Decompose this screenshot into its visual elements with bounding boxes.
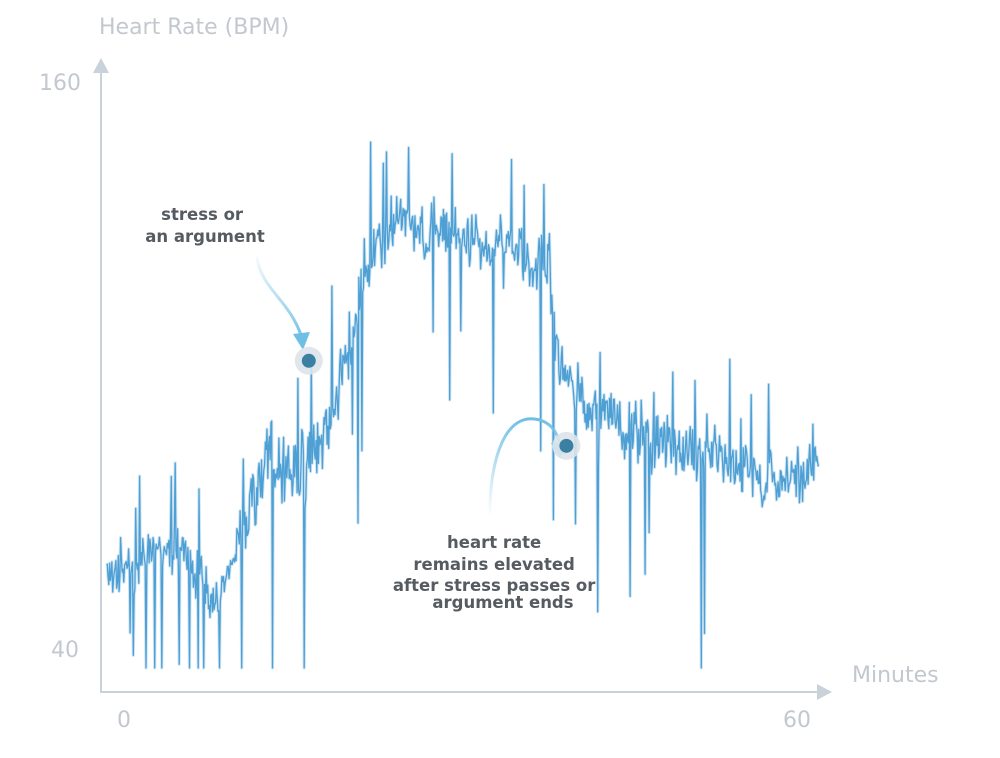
y-axis-arrow [93,58,109,73]
axes [93,58,832,700]
annotation-marker-stress [294,346,323,375]
annotation-line: after stress passes or [393,576,596,595]
marker-dot [301,353,316,368]
y-tick-label: 160 [39,71,81,96]
annotation-arrow-stress [255,256,304,340]
annotation-arrow-head-stress [293,332,310,350]
annotation-line: an argument [145,227,265,246]
x-tick-label: 0 [117,708,131,733]
annotation-line: remains elevated [413,555,574,574]
x-tick-label: 60 [783,708,811,733]
marker-dot [559,438,574,453]
annotation-text-elevated: heart rate remains elevated after stress… [393,533,601,612]
y-tick-label: 40 [51,638,79,663]
y-axis-label: Heart Rate (BPM) [99,15,289,40]
annotation-line: heart rate [447,533,541,552]
annotation-text-stress: stress or an argument [145,205,265,246]
series-group [105,140,820,670]
annotation-arrow-elevated [488,417,562,514]
annotation-line: argument ends [432,593,573,612]
x-axis-label: Minutes [852,663,939,688]
annotation-marker-elevated [552,431,581,460]
heart-rate-series-line [106,141,820,669]
x-axis-arrow [817,684,832,700]
annotation-line: stress or [161,205,244,224]
